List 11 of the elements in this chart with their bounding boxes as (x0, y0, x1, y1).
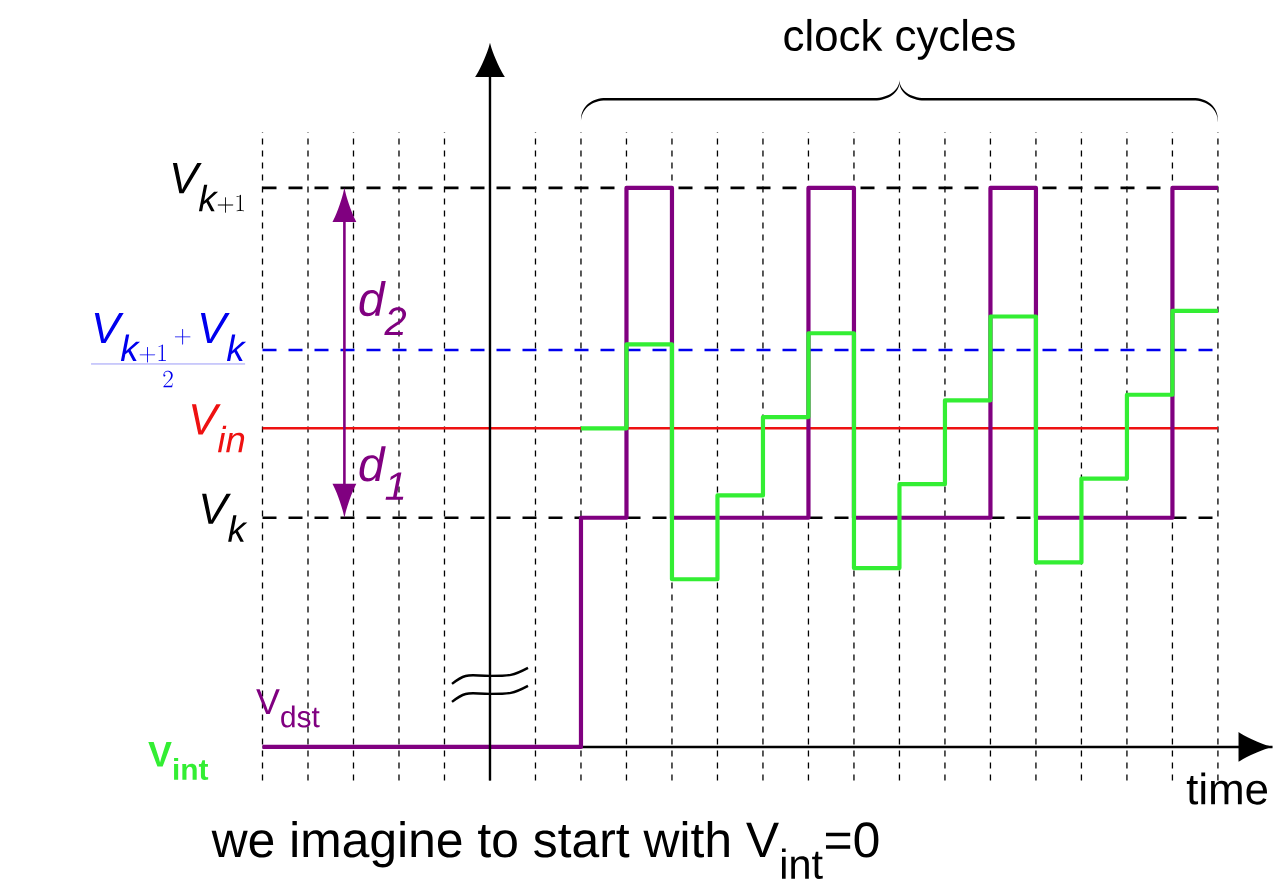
annotation: d$_{2}$ (359, 281, 407, 336)
ref-line-label: $V_k$ (202, 493, 248, 542)
text: clock cycles (784, 18, 1015, 60)
series-label: V$_{dst}$ (256, 689, 320, 728)
ref-line-label: $V_{in}$ (191, 404, 245, 453)
text: we imagine to start with V$_{int}$=0 (211, 821, 879, 879)
x-axis-title: time (1186, 772, 1268, 805)
annotation: d$_{1}$ (359, 446, 404, 500)
text: V$_{int}$ (148, 741, 209, 780)
ref-line-label: $\frac{V_{k+1}+V_k}{2}$ (91, 312, 247, 388)
ref-line-label: $V_{k+1}$ (172, 163, 244, 213)
